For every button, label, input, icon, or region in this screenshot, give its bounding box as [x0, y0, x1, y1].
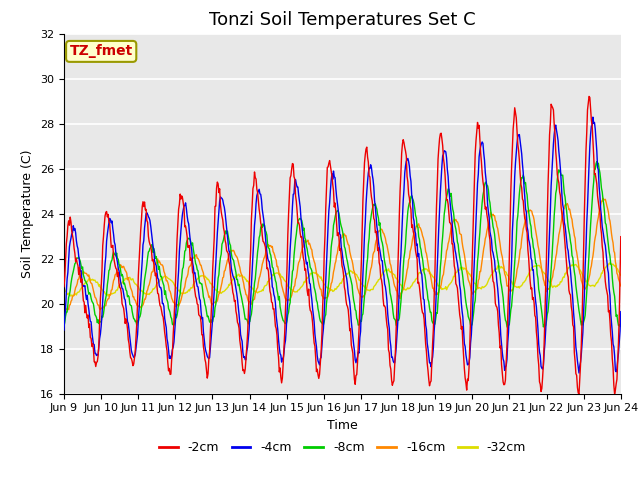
-2cm: [585, 94, 593, 99]
-8cm: [410, 201, 418, 207]
-2cm: [214, 179, 221, 185]
-8cm: [60, 323, 68, 329]
Line: -8cm: -8cm: [64, 162, 621, 328]
Line: -16cm: -16cm: [64, 198, 621, 311]
-32cm: [606, 260, 614, 265]
-2cm: [60, 284, 68, 289]
-16cm: [428, 276, 435, 281]
-8cm: [184, 236, 192, 242]
-8cm: [70, 265, 78, 271]
-4cm: [617, 309, 625, 314]
Y-axis label: Soil Temperature (C): Soil Temperature (C): [22, 149, 35, 278]
-16cm: [128, 289, 136, 295]
-32cm: [185, 287, 193, 293]
-2cm: [426, 380, 434, 385]
-32cm: [617, 273, 625, 278]
-32cm: [411, 278, 419, 284]
-4cm: [589, 114, 596, 120]
-2cm: [575, 391, 583, 397]
-8cm: [617, 322, 625, 327]
Line: -32cm: -32cm: [64, 263, 621, 296]
-16cm: [411, 228, 419, 233]
-4cm: [214, 230, 221, 236]
-2cm: [127, 355, 135, 361]
-4cm: [426, 360, 434, 366]
-16cm: [61, 308, 68, 313]
-8cm: [127, 303, 135, 309]
-8cm: [426, 310, 434, 315]
-16cm: [617, 283, 625, 289]
Line: -4cm: -4cm: [64, 117, 621, 373]
-2cm: [410, 232, 418, 238]
-2cm: [617, 234, 625, 240]
-16cm: [71, 288, 79, 294]
Title: Tonzi Soil Temperatures Set C: Tonzi Soil Temperatures Set C: [209, 11, 476, 29]
Line: -2cm: -2cm: [64, 96, 621, 394]
-2cm: [70, 245, 78, 251]
-4cm: [60, 327, 68, 333]
-4cm: [184, 218, 192, 224]
-8cm: [593, 159, 600, 165]
-32cm: [128, 276, 136, 282]
Legend: -2cm, -4cm, -8cm, -16cm, -32cm: -2cm, -4cm, -8cm, -16cm, -32cm: [154, 436, 531, 459]
-4cm: [575, 370, 583, 376]
-32cm: [214, 289, 222, 295]
-32cm: [428, 272, 435, 277]
-32cm: [60, 285, 68, 290]
-32cm: [71, 291, 79, 297]
-16cm: [599, 195, 607, 201]
-16cm: [214, 294, 222, 300]
-16cm: [60, 306, 68, 312]
-16cm: [185, 265, 193, 271]
-4cm: [127, 348, 135, 354]
Text: TZ_fmet: TZ_fmet: [70, 44, 133, 59]
-4cm: [70, 227, 78, 233]
-8cm: [504, 325, 511, 331]
X-axis label: Time: Time: [327, 419, 358, 432]
-2cm: [184, 244, 192, 250]
-4cm: [410, 218, 418, 224]
-32cm: [67, 293, 75, 299]
-8cm: [214, 286, 221, 291]
